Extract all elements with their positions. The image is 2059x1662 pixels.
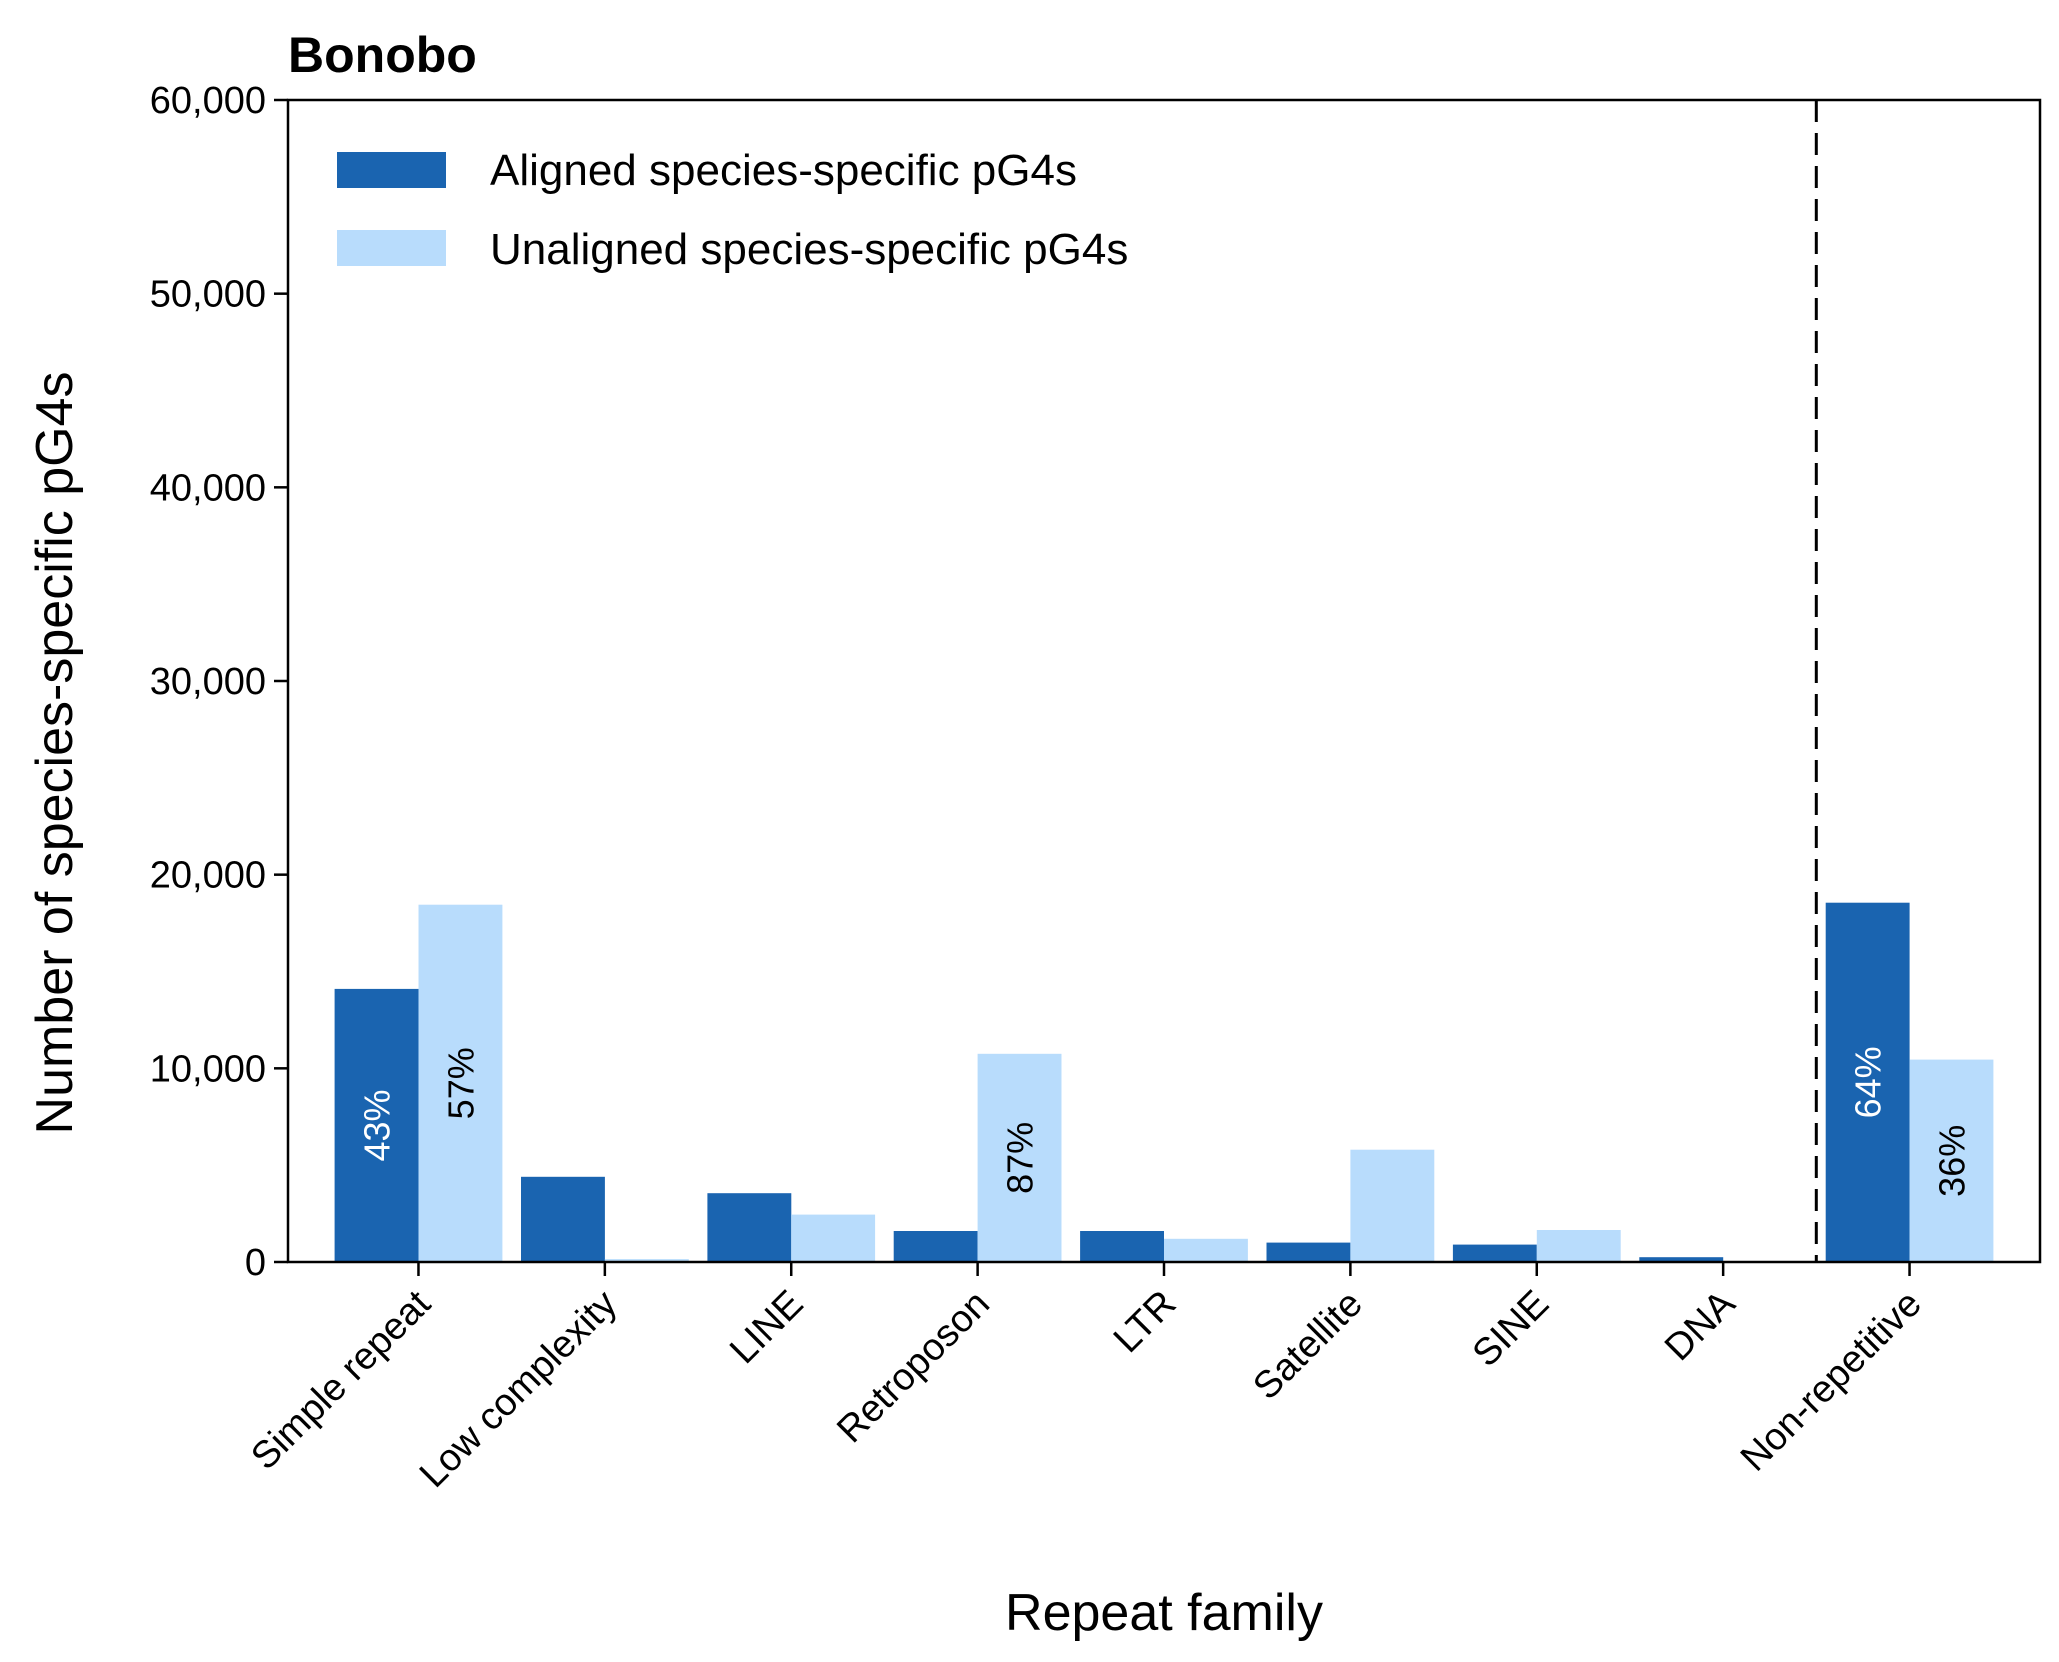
x-tick-label: SINE bbox=[1465, 1283, 1557, 1375]
bar-unaligned-non-repetitive bbox=[1909, 1059, 1994, 1262]
bar-aligned-line bbox=[707, 1193, 792, 1262]
y-tick-label: 10,000 bbox=[150, 1048, 266, 1090]
y-tick-label: 30,000 bbox=[150, 661, 266, 703]
bar-label-aligned-simple-repeat: 43% bbox=[357, 1089, 398, 1161]
x-tick-label: Satellite bbox=[1245, 1283, 1370, 1408]
legend-label-aligned: Aligned species-specific pG4s bbox=[490, 146, 1077, 195]
bar-aligned-simple-repeat bbox=[334, 988, 419, 1262]
bar-unaligned-line bbox=[791, 1214, 876, 1262]
legend-swatch-unaligned bbox=[337, 230, 446, 266]
bar-labels-group: 43% 64% 57% 87% 36% bbox=[357, 1046, 1973, 1196]
bar-unaligned-satellite bbox=[1350, 1149, 1435, 1262]
bar-aligned-non-repetitive bbox=[1825, 902, 1910, 1262]
y-axis: 0 10,000 20,000 30,000 40,000 50,000 60,000 bbox=[150, 80, 288, 1284]
chart-title: Bonobo bbox=[288, 27, 477, 83]
bar-unaligned-ltr bbox=[1164, 1238, 1248, 1262]
bar-unaligned-low-complexity bbox=[604, 1259, 689, 1262]
bar-aligned-low-complexity bbox=[521, 1176, 605, 1262]
x-tick-label: LTR bbox=[1106, 1283, 1184, 1361]
bar-label-unaligned-simple-repeat: 57% bbox=[440, 1047, 481, 1119]
bar-label-unaligned-retroposon: 87% bbox=[1000, 1122, 1041, 1194]
x-tick-label: DNA bbox=[1657, 1282, 1744, 1369]
legend: Aligned species-specific pG4s Unaligned … bbox=[337, 146, 1128, 274]
bar-aligned-dna bbox=[1639, 1257, 1724, 1262]
bar-label-unaligned-non-repetitive: 36% bbox=[1932, 1125, 1973, 1197]
x-tick-label: Low complexity bbox=[412, 1283, 625, 1496]
y-axis-title: Number of species-specific pG4s bbox=[26, 372, 84, 1135]
x-tick-label: Retroposon bbox=[829, 1283, 998, 1452]
y-tick-label: 0 bbox=[245, 1242, 266, 1284]
bar-aligned-sine bbox=[1452, 1244, 1537, 1262]
x-axis-title: Repeat family bbox=[1005, 1584, 1323, 1642]
x-tick-label: Non-repetitive bbox=[1733, 1283, 1930, 1480]
bars-group bbox=[334, 902, 1994, 1262]
bar-unaligned-simple-repeat bbox=[418, 904, 503, 1262]
legend-swatch-aligned bbox=[337, 152, 446, 188]
bar-unaligned-retroposon bbox=[977, 1053, 1062, 1262]
y-tick-label: 50,000 bbox=[150, 274, 266, 316]
x-tick-label: Simple repeat bbox=[243, 1282, 439, 1478]
plot-frame bbox=[286, 98, 2042, 1264]
bar-unaligned-sine bbox=[1536, 1230, 1621, 1262]
y-tick-label: 60,000 bbox=[150, 80, 266, 122]
y-tick-label: 20,000 bbox=[150, 855, 266, 897]
x-tick-label: LINE bbox=[722, 1283, 811, 1372]
bar-label-aligned-non-repetitive: 64% bbox=[1848, 1046, 1889, 1118]
legend-label-unaligned: Unaligned species-specific pG4s bbox=[490, 225, 1128, 274]
bar-aligned-retroposon bbox=[893, 1231, 978, 1262]
bar-aligned-satellite bbox=[1266, 1242, 1351, 1262]
y-tick-label: 40,000 bbox=[150, 467, 266, 509]
bar-aligned-ltr bbox=[1080, 1231, 1164, 1262]
